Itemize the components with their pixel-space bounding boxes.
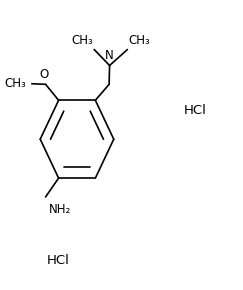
Text: NH₂: NH₂ xyxy=(48,203,71,216)
Text: HCl: HCl xyxy=(184,104,207,117)
Text: N: N xyxy=(105,49,114,62)
Text: HCl: HCl xyxy=(47,255,69,267)
Text: O: O xyxy=(39,68,48,81)
Text: CH₃: CH₃ xyxy=(71,34,93,47)
Text: CH₃: CH₃ xyxy=(129,34,150,47)
Text: CH₃: CH₃ xyxy=(4,77,26,90)
